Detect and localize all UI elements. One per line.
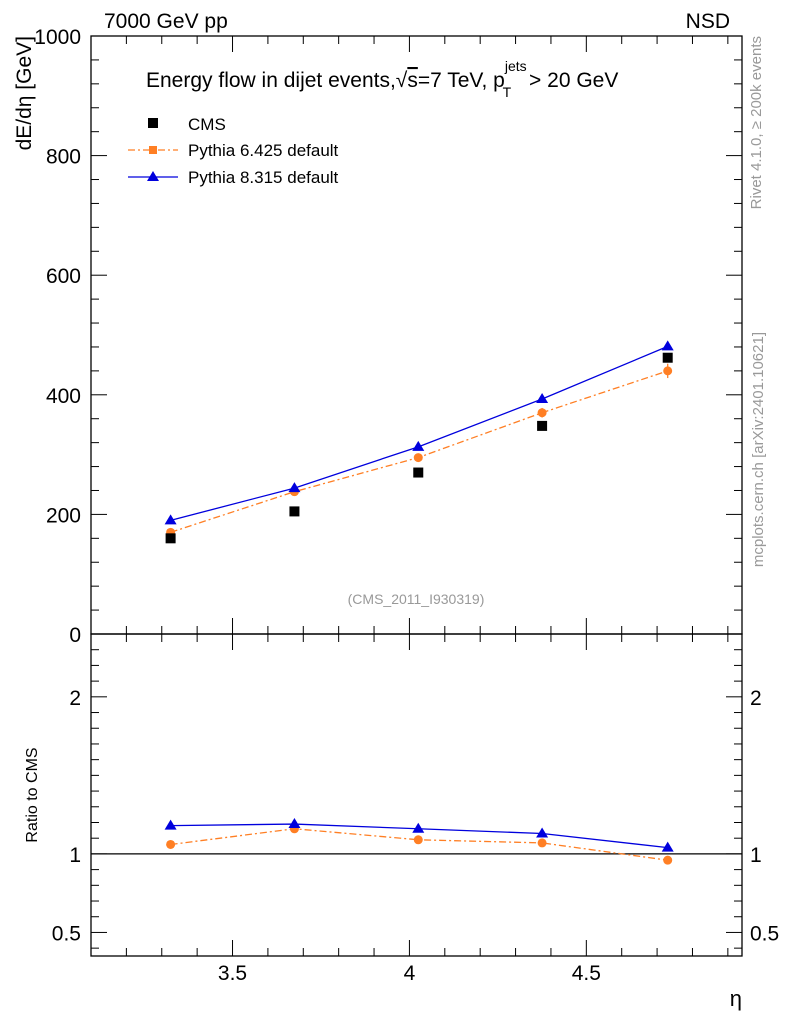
ratio-pythia8-point: [288, 818, 301, 829]
cms-point: [537, 420, 548, 431]
cms-point: [289, 506, 300, 517]
ratio-y-tick-label-right: 1: [750, 844, 762, 867]
ratio-pythia8-point: [412, 822, 425, 833]
title-prefix: Energy flow in dijet events,: [146, 69, 396, 92]
title-s: s: [407, 69, 418, 92]
title-mid: =7 TeV, p: [418, 69, 505, 92]
pythia8-point: [164, 514, 177, 525]
legend-cms-label: CMS: [188, 115, 226, 134]
main-chart-title: Energy flow in dijet events,√s=7 TeV, pj…: [146, 58, 618, 100]
x-tick-labels: 3.5 4 4.5: [218, 962, 601, 985]
pythia8-point: [536, 392, 549, 403]
legend-pythia8-marker: [147, 171, 159, 181]
title-suffix: > 20 GeV: [523, 69, 618, 92]
analysis-watermark: (CMS_2011_I930319): [348, 591, 485, 607]
x-axis-label: η: [730, 986, 742, 1011]
main-y-tick-label: 200: [46, 504, 81, 527]
pythia8-point: [661, 340, 674, 351]
title-sqrt: √: [396, 69, 408, 92]
header-energy: 7000 GeV pp: [104, 10, 228, 33]
title-sub: T: [503, 84, 512, 100]
main-series-layer: [164, 340, 674, 544]
x-tick-label: 4: [404, 962, 416, 985]
ratio-series-layer: [164, 818, 674, 865]
main-y-tick-label: 1000: [34, 26, 81, 49]
legend-pythia6-marker: [149, 146, 157, 154]
main-panel: 0 200 400 600 800 1000 dE/dη [GeV] Energy flo…: [13, 26, 743, 647]
x-tick-label: 4.5: [572, 962, 601, 985]
header-process: NSD: [686, 10, 730, 33]
ratio-pythia6-point: [413, 835, 423, 845]
ratio-y-tick-label: 1: [69, 844, 81, 867]
rivet-label: Rivet 4.1.0, ≥ 200k events: [748, 36, 765, 209]
mcplots-label: mcplots.cern.ch [arXiv:2401.10621]: [750, 332, 767, 567]
pythia8-point: [412, 440, 425, 451]
ratio-y-tick-labels-right: 0.5 1 2: [750, 687, 779, 946]
ratio-panel: 0.5 1 2 0.5 1 2 3.5 4 4.5 Ratio to CMS η: [24, 633, 779, 1011]
ratio-pythia6-point: [166, 839, 176, 849]
ratio-pythia6-point: [537, 838, 547, 848]
main-y-tick-label: 400: [46, 385, 81, 408]
ratio-plot-frame: [90, 633, 743, 957]
main-axis-ticks: [90, 35, 742, 635]
cms-point: [165, 533, 176, 544]
ratio-pythia8-point: [661, 841, 674, 852]
main-y-tick-label: 0: [69, 624, 81, 647]
main-y-axis-label: dE/dη [GeV]: [13, 36, 36, 150]
pythia8-point: [288, 482, 301, 493]
ratio-pythia6-line: [170, 828, 668, 861]
ratio-y-axis-label: Ratio to CMS: [24, 747, 41, 842]
ratio-y-tick-label: 0.5: [52, 922, 81, 945]
ratio-y-tick-label-right: 0.5: [750, 922, 779, 945]
pythia8-line: [170, 345, 668, 522]
ratio-pythia8-point: [536, 827, 549, 838]
x-tick-label: 3.5: [218, 962, 247, 985]
legend-pythia8-label: Pythia 8.315 default: [188, 168, 339, 187]
legend-pythia6-label: Pythia 6.425 default: [188, 141, 339, 160]
ratio-axis-ticks: [90, 634, 742, 956]
main-y-tick-label: 800: [46, 146, 81, 169]
cms-point: [662, 352, 673, 363]
pythia6-point: [413, 453, 423, 463]
ratio-y-tick-labels: 0.5 1 2: [52, 687, 81, 946]
main-y-tick-label: 600: [46, 265, 81, 288]
pythia6-line: [170, 370, 668, 533]
ratio-y-tick-label: 2: [69, 687, 81, 710]
ratio-pythia6-point: [663, 855, 673, 865]
legend-cms-marker: [148, 118, 158, 128]
pythia6-point: [537, 408, 547, 418]
legend: CMS Pythia 6.425 default Pythia 8.315 de…: [128, 115, 339, 187]
title-sup: jets: [504, 58, 527, 74]
ratio-y-tick-label-right: 2: [750, 687, 762, 710]
cms-point: [413, 467, 424, 478]
ratio-pythia8-point: [164, 819, 177, 830]
pythia6-point: [663, 366, 673, 376]
main-y-tick-labels: 0 200 400 600 800 1000: [34, 26, 81, 647]
